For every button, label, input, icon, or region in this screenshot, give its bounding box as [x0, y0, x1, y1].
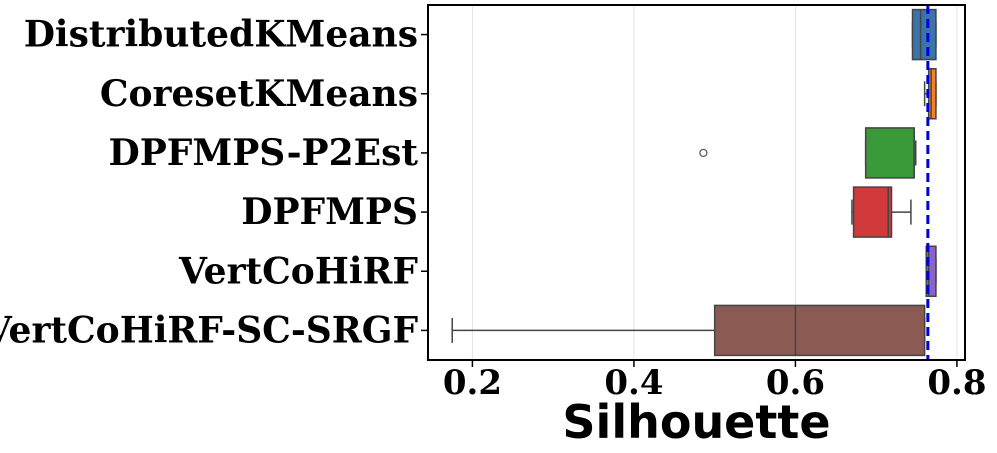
box-iqr	[927, 68, 937, 120]
y-tick-label: CoresetKMeans	[100, 73, 418, 115]
y-tick-label: DPFMPS-P2Est	[109, 132, 419, 174]
y-tick-label: DPFMPS	[241, 191, 418, 233]
axes: 0.2 0.4 0.6 0.8 DistributedKMeans CoresetKMea…	[0, 14, 987, 403]
y-tick-label: VertCoHiRF	[178, 250, 418, 292]
y-tick-label: DistributedKMeans	[24, 14, 418, 56]
box-iqr	[925, 245, 937, 297]
x-tick-label: 0.2	[443, 363, 502, 403]
box-iqr	[713, 304, 926, 357]
box-dpfmps-p2est	[699, 127, 917, 179]
x-tick-label: 0.4	[604, 363, 663, 403]
x-axis-title: Silhouette	[562, 395, 830, 449]
box-vertcohirf-sc-srgf	[451, 304, 926, 357]
box-distributedkmeans	[911, 8, 937, 61]
plot-frame	[427, 4, 966, 361]
outlier-point	[699, 148, 708, 158]
box-dpfmps	[851, 186, 912, 238]
y-tick-label: VertCoHiRF-SC-SRGF	[0, 309, 418, 351]
box-iqr	[852, 186, 893, 238]
x-tick-label: 0.6	[766, 363, 825, 403]
box-iqr	[911, 8, 937, 61]
box-plot-marks	[451, 8, 937, 357]
box-iqr	[864, 127, 915, 179]
grid-lines	[471, 5, 958, 360]
box-coresetkmeans	[923, 68, 937, 120]
x-tick-label: 0.8	[927, 363, 986, 403]
